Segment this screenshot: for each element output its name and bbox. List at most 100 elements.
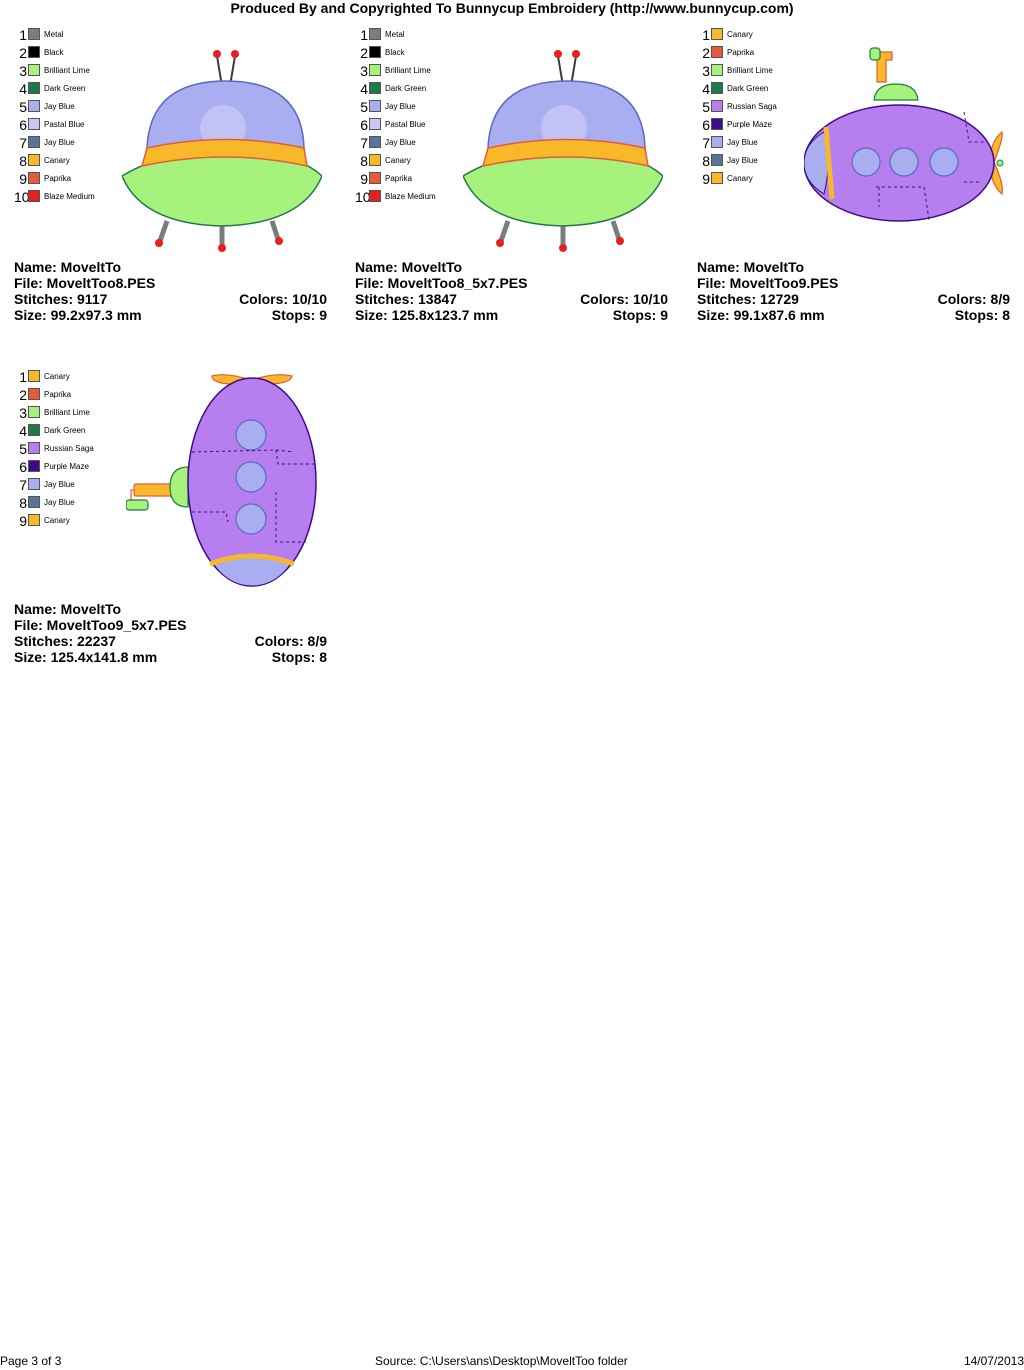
legend-row: 4 Dark Green [14,422,124,440]
legend-row: 1 Canary [14,368,124,386]
legend-number: 3 [702,63,710,79]
color-name: Purple Maze [44,462,89,471]
design-size: Size: 125.4x141.8 mm [14,649,158,665]
design-info: Name: MoveltTo File: MoveltToo9.PES Stit… [697,259,1010,323]
legend-number: 10 [355,189,371,205]
legend-row: 3 Brilliant Lime [14,62,124,80]
legend-number: 1 [360,27,368,43]
legend-number: 1 [19,369,27,385]
footer-source-path: Source: C:\Users\ans\Desktop\MoveltToo f… [375,1354,628,1368]
color-name: Brilliant Lime [385,66,431,75]
legend-row: 9 Canary [14,512,124,530]
ufo-artwork [463,36,663,256]
legend-number: 7 [19,135,27,151]
legend-number: 6 [702,117,710,133]
legend-number: 3 [19,63,27,79]
color-swatch [711,100,723,112]
page-header-title: Produced By and Copyrighted To Bunnycup … [230,0,794,16]
design-file: File: MoveltToo8.PES [14,275,156,291]
legend-row: 6 Purple Maze [697,116,807,134]
legend-row: 8 Jay Blue [697,152,807,170]
color-swatch [369,100,381,112]
legend-number: 4 [360,81,368,97]
color-swatch [369,118,381,130]
legend-number: 7 [360,135,368,151]
legend-number: 6 [360,117,368,133]
color-swatch [28,370,40,382]
design-info: Name: MoveltTo File: MoveltToo8.PES Stit… [14,259,327,323]
legend-row: 3 Brilliant Lime [697,62,807,80]
design-stops: Stops: 9 [612,307,668,323]
legend-number: 5 [702,99,710,115]
color-swatch [28,496,40,508]
color-swatch [369,172,381,184]
design-colors: Colors: 8/9 [937,291,1010,307]
color-name: Purple Maze [727,120,772,129]
color-name: Brilliant Lime [727,66,773,75]
color-swatch [28,28,40,40]
design-name: Name: MoveltTo [14,259,122,275]
design-card: 1 Metal 2 Black 3 Brilliant Lime 4 Dark Green 5 J… [355,26,675,356]
color-name: Jay Blue [44,102,75,111]
color-name: Canary [44,156,70,165]
legend-number: 8 [360,153,368,169]
footer-page-number: Page 3 of 3 [0,1354,62,1368]
legend-row: 10 Blaze Medium [14,188,124,206]
legend-number: 1 [702,27,710,43]
legend-number: 3 [360,63,368,79]
submarine-artwork [804,32,1006,232]
color-name: Blaze Medium [385,192,436,201]
legend-number: 2 [19,45,27,61]
color-name: Black [385,48,405,57]
color-name: Paprika [44,174,72,183]
color-swatch [711,136,723,148]
design-stops: Stops: 8 [271,649,327,665]
design-file: File: MoveltToo8_5x7.PES [355,275,528,291]
color-name: Canary [44,372,70,381]
color-swatch [369,154,381,166]
legend-row: 5 Russian Saga [697,98,807,116]
design-card: 1 Canary 2 Paprika 3 Brilliant Lime 4 Dark Gree… [14,368,334,698]
color-name: Dark Green [727,84,769,93]
legend-number: 6 [19,459,27,475]
color-swatch [369,46,381,58]
legend-row: 10 Blaze Medium [355,188,465,206]
legend-number: 8 [702,153,710,169]
design-file: File: MoveltToo9.PES [697,275,839,291]
color-swatch [28,154,40,166]
design-info: Name: MoveltTo File: MoveltToo8_5x7.PES … [355,259,668,323]
design-name: Name: MoveltTo [14,601,122,617]
design-colors: Colors: 8/9 [254,633,327,649]
legend-row: 4 Dark Green [355,80,465,98]
color-legend: 1 Canary 2 Paprika 3 Brilliant Lime 4 Dark Gree… [697,26,807,188]
color-name: Canary [727,30,753,39]
legend-row: 2 Paprika [697,44,807,62]
design-stitches: Stitches: 22237 [14,633,116,649]
legend-row: 4 Dark Green [14,80,124,98]
legend-number: 4 [702,81,710,97]
legend-number: 9 [702,171,710,187]
legend-number: 5 [360,99,368,115]
color-name: Blaze Medium [44,192,95,201]
color-name: Black [44,48,64,57]
design-name: Name: MoveltTo [697,259,805,275]
legend-number: 4 [19,81,27,97]
color-name: Paprika [44,390,72,399]
design-stops: Stops: 8 [954,307,1010,323]
design-size: Size: 125.8x123.7 mm [355,307,499,323]
legend-row: 8 Canary [14,152,124,170]
design-colors: Colors: 10/10 [239,291,327,307]
legend-row: 7 Jay Blue [14,134,124,152]
color-swatch [28,190,40,202]
color-legend: 1 Metal 2 Black 3 Brilliant Lime 4 Dark Green 5 J… [355,26,465,206]
color-name: Pastal Blue [385,120,426,129]
design-size: Size: 99.1x87.6 mm [697,307,825,323]
color-swatch [711,28,723,40]
color-swatch [28,64,40,76]
color-name: Jay Blue [727,156,758,165]
color-swatch [711,46,723,58]
legend-number: 2 [19,387,27,403]
color-name: Jay Blue [727,138,758,147]
legend-number: 9 [19,513,27,529]
legend-row: 9 Canary [697,170,807,188]
